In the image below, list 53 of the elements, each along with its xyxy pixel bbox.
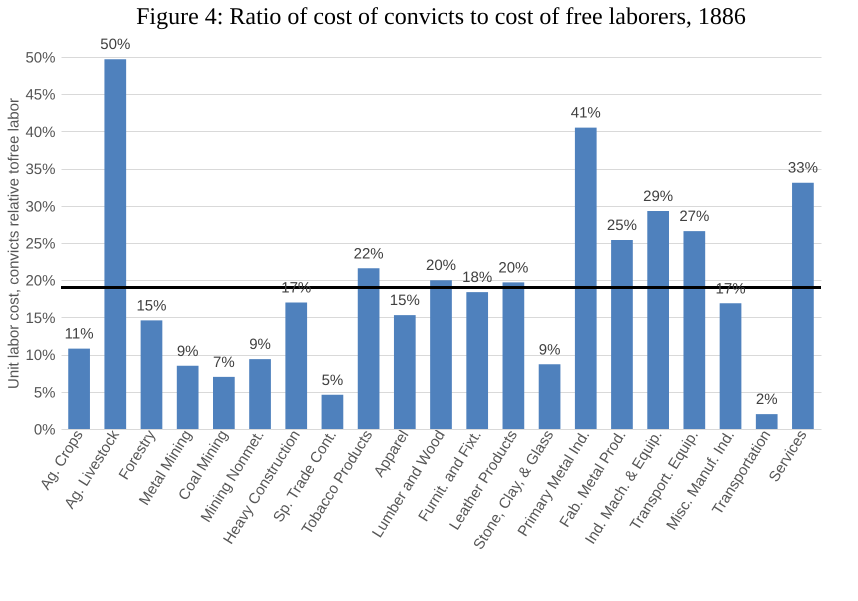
bar: [611, 240, 633, 429]
bar: [502, 282, 524, 429]
bar: [358, 268, 380, 429]
data-label: 50%: [100, 36, 130, 54]
bar: [176, 366, 199, 429]
bar: [322, 394, 344, 429]
bar: [647, 211, 669, 429]
data-label: 9%: [538, 341, 560, 358]
data-label: 5%: [322, 372, 344, 389]
bar: [683, 231, 706, 429]
chart-title: Figure 4: Ratio of cost of convicts to cost of free laborers, 1886: [136, 4, 746, 30]
y-tick-label: 0%: [34, 422, 56, 438]
data-label: 29%: [643, 188, 674, 206]
bar: [213, 376, 235, 429]
data-label: 2%: [756, 391, 778, 408]
data-label: 25%: [606, 217, 637, 234]
y-tick-label: 45%: [25, 86, 56, 104]
bar: [285, 302, 308, 429]
data-label: 15%: [390, 292, 420, 310]
data-label: 22%: [354, 245, 384, 262]
y-tick-label: 10%: [25, 347, 56, 364]
bar: [104, 59, 126, 429]
bar: [140, 320, 162, 429]
y-tick-label: 30%: [25, 198, 56, 216]
data-label: 9%: [176, 342, 199, 360]
y-axis-title: Unit labor cost, convicts relative tofree labor: [5, 98, 22, 389]
bar: [430, 280, 452, 429]
data-label: 7%: [213, 354, 235, 371]
data-label: 20%: [426, 257, 456, 274]
y-tick-label: 50%: [25, 50, 56, 66]
y-tick-label: 20%: [25, 272, 56, 290]
data-label: 15%: [136, 297, 166, 314]
data-label: 20%: [498, 259, 528, 276]
bar: [68, 348, 90, 429]
bar: [249, 359, 271, 429]
data-label: 11%: [64, 326, 94, 343]
y-tick-label: 25%: [25, 236, 56, 252]
bar: [756, 414, 778, 429]
bar: [720, 303, 742, 429]
bar: [574, 128, 597, 429]
data-label: 18%: [462, 269, 492, 286]
y-tick-label: 15%: [25, 310, 56, 327]
data-label: 41%: [570, 104, 601, 122]
data-label: 9%: [249, 336, 271, 354]
data-label: 27%: [679, 208, 710, 226]
y-tick-label: 40%: [25, 124, 56, 141]
data-label: 33%: [788, 160, 818, 177]
bar: [538, 364, 560, 429]
bar: [394, 315, 416, 429]
y-tick-label: 5%: [34, 384, 56, 402]
bar: [792, 182, 814, 429]
bar: [466, 292, 488, 429]
y-tick-label: 35%: [25, 161, 56, 178]
